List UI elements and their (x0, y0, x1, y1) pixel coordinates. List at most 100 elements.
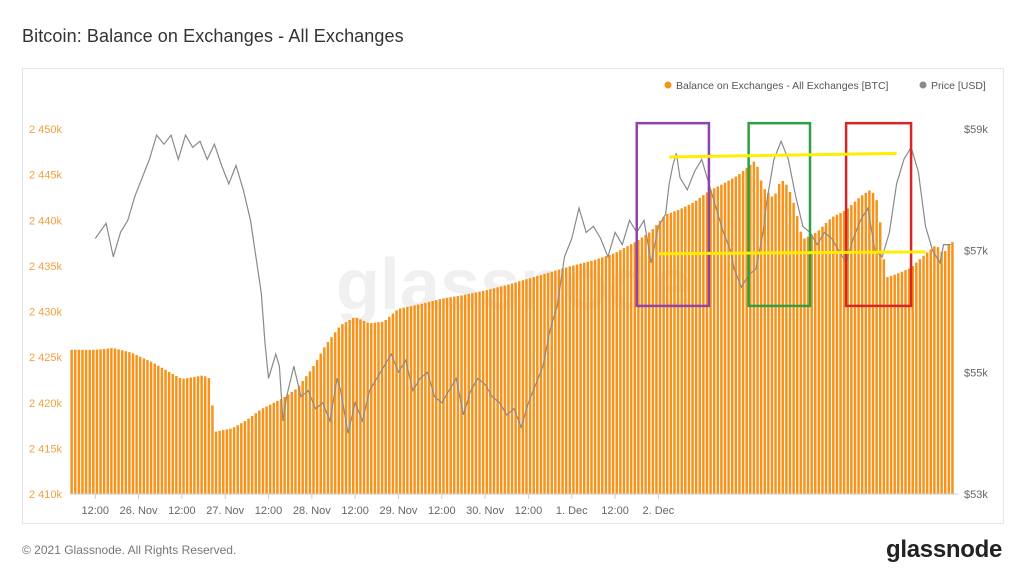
balance-bar (546, 272, 550, 494)
balance-bar (416, 304, 420, 494)
balance-bar (864, 192, 868, 494)
balance-bar (568, 266, 572, 494)
balance-bar (655, 225, 658, 494)
balance-bar (225, 429, 229, 494)
balance-bar (128, 352, 131, 494)
balance-bar (752, 161, 756, 494)
balance-bar (871, 192, 875, 494)
balance-bar (521, 280, 525, 494)
balance-bar (344, 322, 348, 494)
balance-bar (842, 211, 846, 494)
balance-bar (110, 348, 113, 494)
balance-bar (727, 180, 730, 494)
balance-bars (70, 161, 954, 495)
x-axis-tick-label: 12:00 (168, 505, 196, 517)
balance-bar (817, 230, 821, 494)
balance-bar (323, 347, 326, 494)
balance-bar (792, 202, 795, 494)
balance-bar (131, 353, 135, 494)
balance-bar (709, 190, 712, 494)
left-axis-tick: 2 445k (29, 170, 63, 182)
balance-bar (167, 371, 171, 494)
balance-bar (384, 319, 387, 494)
balance-bar (222, 430, 225, 494)
balance-bar (449, 297, 452, 494)
balance-bar (723, 182, 727, 494)
legend-balance-label: Balance on Exchanges - All Exchanges [BT… (676, 80, 889, 92)
balance-bar (658, 220, 662, 494)
balance-bar (453, 296, 456, 494)
balance-bar (525, 279, 528, 494)
balance-bar (774, 193, 777, 494)
balance-bar (554, 270, 557, 494)
balance-bar (474, 292, 478, 494)
balance-bar (933, 246, 936, 494)
balance-bar (557, 269, 561, 494)
balance-bar (889, 275, 893, 494)
balance-bar (160, 367, 164, 494)
x-axis-tick-label: 29. Nov (380, 505, 418, 517)
balance-bar (84, 349, 88, 494)
balance-bar (434, 300, 438, 494)
balance-bar (622, 248, 626, 494)
balance-bar (734, 176, 738, 494)
x-axis-tick-label: 12:00 (341, 505, 369, 517)
balance-bar (532, 277, 535, 494)
balance-bar (142, 358, 146, 494)
balance-bar (897, 273, 900, 494)
balance-bar (330, 337, 333, 494)
balance-bar (951, 242, 954, 494)
balance-bar (824, 222, 828, 495)
balance-bar (153, 363, 156, 494)
legend-price-label: Price [USD] (931, 80, 986, 92)
x-axis-tick-label: 2. Dec (642, 505, 674, 517)
right-axis-tick: $59k (964, 124, 988, 136)
balance-bar (929, 249, 933, 494)
balance-bar (651, 229, 655, 494)
balance-bar (893, 274, 896, 494)
balance-bar (272, 402, 276, 494)
balance-bar (398, 308, 402, 494)
balance-bar (146, 360, 149, 494)
balance-bar (853, 201, 857, 494)
balance-bar (608, 254, 611, 494)
balance-bar (564, 267, 568, 494)
balance-bar (377, 322, 380, 494)
balance-bar (705, 192, 709, 494)
balance-bar (77, 349, 81, 494)
balance-bar (640, 237, 644, 494)
balance-bar (370, 323, 373, 494)
right-axis-tick: $53k (964, 489, 988, 501)
balance-bar (799, 231, 803, 494)
balance-bar (232, 427, 236, 494)
balance-bar (507, 284, 510, 494)
balance-bar (593, 259, 597, 494)
balance-bar (857, 198, 860, 494)
balance-bar (413, 305, 416, 494)
balance-bar (767, 192, 770, 494)
balance-bar (770, 196, 774, 494)
balance-bar (586, 261, 590, 494)
balance-bar (615, 252, 618, 494)
chart-svg: Balance on Exchanges - All Exchanges [BT… (29, 80, 988, 517)
balance-bar (915, 262, 918, 494)
balance-bar (175, 375, 178, 494)
balance-bar (157, 365, 160, 494)
x-axis-tick-label: 28. Nov (293, 505, 331, 517)
balance-bar (518, 281, 521, 494)
balance-bar (528, 278, 532, 494)
balance-bar (366, 322, 369, 494)
balance-bar (171, 373, 174, 494)
balance-bar (730, 178, 734, 494)
balance-bar (337, 327, 341, 494)
x-axis-tick-label: 12:00 (601, 505, 629, 517)
balance-bar (286, 394, 290, 494)
balance-bar (666, 214, 669, 494)
balance-bar (315, 359, 319, 494)
balance-bar (438, 299, 442, 494)
balance-bar (604, 256, 608, 494)
left-axis-tick: 2 440k (29, 215, 63, 227)
balance-bar (777, 183, 781, 494)
balance-bar (868, 190, 871, 495)
legend-price-marker (919, 81, 927, 89)
